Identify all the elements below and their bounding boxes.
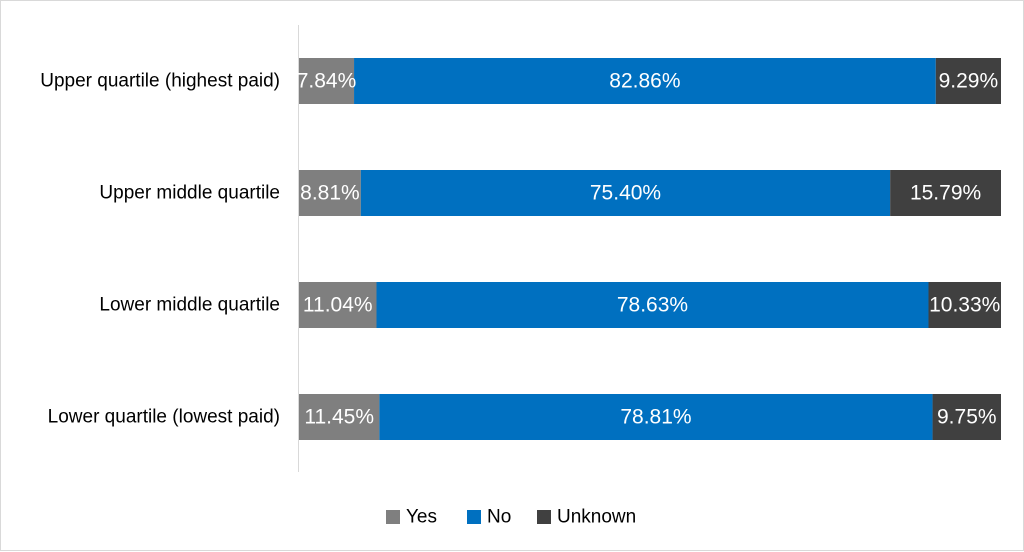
bar-unknown-lower-middle-quartile — [928, 282, 1001, 328]
data-label-yes-lower-middle-quartile: 11.04% — [303, 294, 373, 317]
category-label-lower-middle-quartile: Lower middle quartile — [99, 295, 280, 316]
bar-yes-lower-middle-quartile — [299, 282, 377, 328]
data-label-no-lower-middle-quartile: 78.63% — [617, 294, 688, 317]
data-label-no-upper-quartile-highest-paid: 82.86% — [609, 70, 680, 93]
legend-swatch-unknown — [537, 510, 551, 524]
data-label-unknown-upper-middle-quartile: 15.79% — [910, 182, 981, 205]
bar-unknown-upper-quartile-highest-paid — [935, 58, 1001, 104]
bar-yes-lower-quartile-lowest-paid — [299, 394, 380, 440]
labels-layer: Upper quartile (highest paid) 7.84% 82.86%… — [40, 70, 1000, 429]
bar-yes-upper-quartile-highest-paid — [299, 58, 355, 104]
bars-layer — [299, 58, 1001, 440]
data-label-yes-lower-quartile-lowest-paid: 11.45% — [304, 406, 374, 429]
data-label-unknown-lower-quartile-lowest-paid: 9.75% — [937, 406, 997, 429]
category-label-upper-quartile-highest-paid: Upper quartile (highest paid) — [40, 71, 280, 92]
data-label-unknown-lower-middle-quartile: 10.33% — [929, 294, 1000, 317]
category-label-lower-quartile-lowest-paid: Lower quartile (lowest paid) — [48, 407, 280, 428]
legend-label-yes: Yes — [406, 507, 437, 528]
bar-no-upper-middle-quartile — [360, 170, 891, 216]
bar-no-upper-quartile-highest-paid — [354, 58, 936, 104]
bar-yes-upper-middle-quartile — [299, 170, 361, 216]
data-label-yes-upper-quartile-highest-paid: 7.84% — [297, 70, 357, 93]
data-label-yes-upper-middle-quartile: 8.81% — [300, 182, 360, 205]
bar-unknown-upper-middle-quartile — [890, 170, 1001, 216]
bar-unknown-lower-quartile-lowest-paid — [932, 394, 1001, 440]
legend-label-no: No — [487, 507, 511, 528]
category-label-upper-middle-quartile: Upper middle quartile — [99, 183, 280, 204]
data-label-no-upper-middle-quartile: 75.40% — [590, 182, 661, 205]
legend: Yes No Unknown — [386, 507, 636, 528]
legend-label-unknown: Unknown — [557, 507, 636, 528]
legend-swatch-yes — [386, 510, 400, 524]
legend-swatch-no — [467, 510, 481, 524]
bar-no-lower-quartile-lowest-paid — [379, 394, 933, 440]
data-label-unknown-upper-quartile-highest-paid: 9.29% — [939, 70, 999, 93]
data-label-no-lower-quartile-lowest-paid: 78.81% — [620, 406, 691, 429]
bar-no-lower-middle-quartile — [376, 282, 929, 328]
